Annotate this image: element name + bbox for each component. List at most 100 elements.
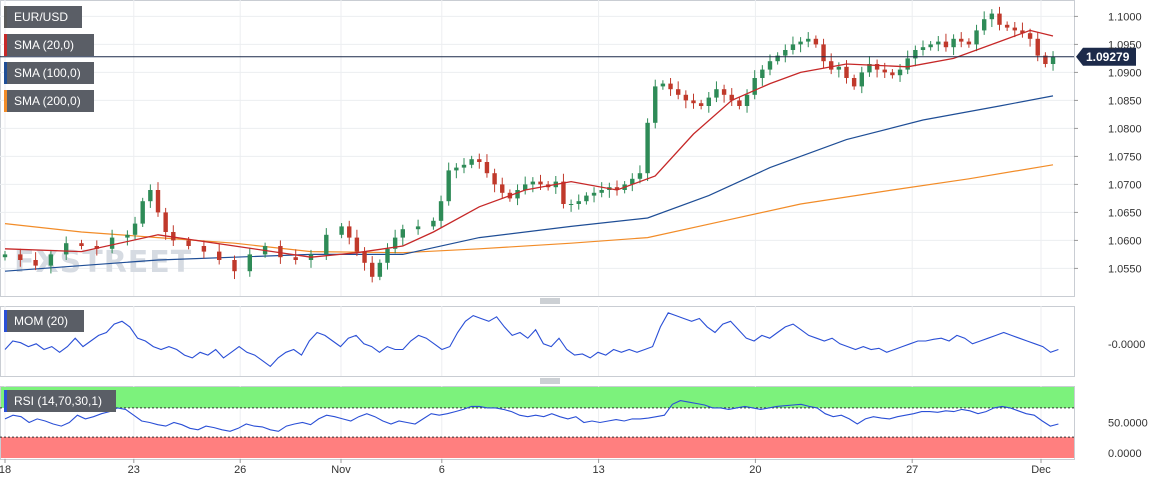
candle-body — [943, 41, 949, 48]
candle-body — [920, 47, 926, 50]
last-price-badge: 1.09279 — [1076, 47, 1136, 66]
candle-body — [813, 38, 819, 45]
mom-legend-swatch — [4, 310, 7, 332]
candle-body — [913, 50, 918, 59]
candle-body — [492, 173, 497, 185]
rsi-tick-label: 0.0000 — [1108, 448, 1142, 460]
mom-line — [4, 312, 1059, 368]
candle-body — [591, 192, 597, 196]
price-tick-label: 1.0600 — [1108, 235, 1142, 247]
candle-body — [362, 251, 367, 263]
candle-body — [653, 86, 658, 123]
candle-body — [675, 89, 681, 95]
candle-body — [530, 181, 536, 185]
candle-body — [469, 159, 474, 165]
candle-body — [737, 100, 742, 106]
rsi-legend-bg — [4, 390, 116, 412]
rsi-oversold-zone — [1, 437, 1074, 458]
candle-body — [783, 50, 788, 56]
rsi-legend-swatch — [4, 390, 7, 412]
candle-body — [201, 246, 207, 252]
candle-body — [890, 72, 895, 76]
candle-body — [744, 94, 750, 106]
price-tick-label: 1.0700 — [1108, 179, 1142, 191]
candle-body — [148, 190, 153, 202]
candle-body — [377, 262, 383, 277]
price-tick-label: 1.0800 — [1108, 123, 1142, 135]
candle-body — [1004, 24, 1010, 28]
price-tick-label: 1.0900 — [1108, 67, 1142, 79]
legend-item-bg — [4, 6, 82, 28]
legend-item[interactable]: SMA (20,0) — [4, 34, 94, 56]
candle-body — [637, 173, 643, 179]
candle-body — [1020, 30, 1025, 34]
last-price-label: 1.09279 — [1086, 50, 1130, 64]
mom-legend[interactable]: MOM (20) — [4, 310, 84, 332]
candle-body — [216, 251, 222, 260]
legend-color-swatch — [4, 62, 7, 84]
mom-rsi-resize-handle[interactable] — [540, 378, 560, 384]
candle-body — [936, 41, 941, 45]
price-mom-resize-handle[interactable] — [540, 298, 560, 304]
last-price-badge-bg — [1076, 47, 1136, 66]
candle-body — [538, 181, 543, 185]
candle-body — [354, 237, 360, 252]
rsi-overbought-zone — [1, 387, 1074, 408]
candle-body — [1043, 55, 1048, 64]
candle-body — [109, 237, 115, 249]
candle-body — [775, 55, 780, 62]
legend-item-label: EUR/USD — [14, 10, 68, 24]
candle-body — [132, 223, 138, 235]
time-tick-label: Nov — [331, 464, 351, 476]
time-tick-label: Dec — [1031, 464, 1051, 476]
time-tick-label: 26 — [234, 464, 246, 476]
candle-body — [683, 94, 689, 101]
candle-body — [461, 164, 467, 168]
candle-body — [614, 187, 620, 190]
candle-body — [798, 41, 803, 45]
candle-body — [339, 226, 344, 235]
legend-item[interactable]: SMA (200,0) — [4, 90, 94, 112]
candle-body — [851, 78, 857, 87]
candle-body — [714, 89, 719, 98]
legend-item[interactable]: SMA (100,0) — [4, 62, 94, 84]
candle-body — [522, 184, 528, 190]
candle-body — [576, 201, 581, 204]
mom-tick-label: -0.0000 — [1108, 339, 1145, 351]
candle-body — [186, 240, 191, 246]
candle-body — [951, 38, 956, 48]
time-tick-label: 23 — [128, 464, 140, 476]
mom-legend-bg — [4, 310, 84, 332]
legend-item-bg — [4, 62, 94, 84]
candle-body — [752, 78, 757, 95]
candle-body — [959, 38, 964, 42]
candle-body — [400, 229, 405, 238]
candle-body — [247, 254, 252, 272]
candle-body — [867, 64, 872, 73]
rsi-legend-label: RSI (14,70,30,1) — [14, 394, 102, 408]
candle-body — [568, 204, 574, 205]
sma-200-line — [4, 164, 1054, 254]
price-tick-label: 1.0650 — [1108, 207, 1142, 219]
candle-body — [446, 170, 451, 202]
candle-body — [645, 122, 650, 174]
candle-body — [18, 254, 23, 260]
time-tick-label: 18 — [0, 464, 11, 476]
candle-body — [836, 66, 842, 70]
candle-body — [584, 195, 589, 202]
candle-body — [438, 201, 444, 221]
legend-color-swatch — [4, 6, 7, 28]
candle-body — [882, 69, 887, 73]
candle-body — [293, 257, 298, 260]
candle-body — [859, 72, 864, 87]
candle-body — [905, 58, 910, 70]
legend-item-label: SMA (200,0) — [14, 94, 81, 108]
legend-item[interactable]: EUR/USD — [4, 6, 82, 28]
candle-body — [599, 190, 604, 193]
price-tick-label: 1.0750 — [1108, 151, 1142, 163]
candle-body — [79, 243, 84, 246]
candle-body — [767, 61, 773, 70]
candle-body — [140, 201, 145, 224]
rsi-legend[interactable]: RSI (14,70,30,1) — [4, 390, 116, 412]
